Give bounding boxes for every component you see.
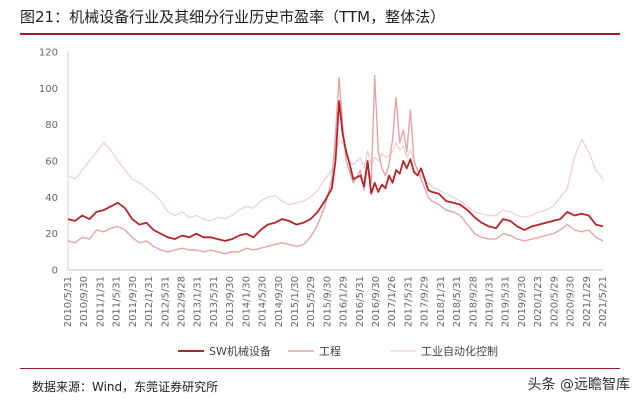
x-tick-label: 2016/1/29 <box>339 276 350 327</box>
x-tick-label: 2014/1/30 <box>241 276 252 327</box>
series-line-0 <box>67 100 604 242</box>
series-line-2 <box>67 138 604 222</box>
chart-legend: SW机械设备 工程 工业自动化控制 <box>178 344 498 358</box>
x-tick-label: 2017/9/29 <box>420 276 431 327</box>
y-tick-label: 40 <box>45 193 58 204</box>
series-line-1 <box>67 74 604 255</box>
x-tick-label: 2011/1/31 <box>95 276 106 327</box>
x-tick-label: 2013/1/31 <box>193 276 204 327</box>
y-tick-label: 120 <box>39 48 58 59</box>
x-tick-label: 2019/5/31 <box>501 276 512 327</box>
x-tick-label: 2018/1/31 <box>436 276 447 327</box>
y-tick-label: 100 <box>39 84 58 95</box>
x-tick-label: 2016/9/30 <box>371 276 382 327</box>
x-tick-label: 2014/9/30 <box>274 276 285 327</box>
x-tick-label: 2010/5/31 <box>63 276 74 327</box>
title-divider <box>20 33 620 35</box>
footer-divider <box>20 368 620 369</box>
legend-label: 工业自动化控制 <box>421 344 498 358</box>
watermark-text: 头条 @远瞻智库 <box>527 377 630 393</box>
x-tick-label: 2019/1/31 <box>485 276 496 327</box>
x-tick-label: 2020/9/30 <box>566 276 577 327</box>
x-tick-label: 2016/5/31 <box>355 276 366 327</box>
x-tick-label: 2019/9/30 <box>517 276 528 327</box>
x-tick-label: 2017/5/31 <box>403 276 414 327</box>
x-tick-label: 2013/5/31 <box>209 276 220 327</box>
axes-group: 0 20 40 60 80 100 120 2010/5/31 2010/9/30 2011/1/… <box>39 48 609 328</box>
series-group <box>67 74 604 255</box>
x-tick-label: 2013/9/30 <box>225 276 236 327</box>
y-tick-label: 60 <box>45 157 58 168</box>
pe-ratio-line-chart: 0 20 40 60 80 100 120 2010/5/31 2010/9/30 2011/1/… <box>39 48 609 359</box>
x-tick-label: 2021/1/29 <box>582 276 593 327</box>
data-source-note: 数据来源：Wind，东莞证券研究所 <box>32 380 219 394</box>
x-tick-label: 2018/9/28 <box>468 276 479 327</box>
y-tick-label: 80 <box>45 120 58 131</box>
x-tick-label: 2012/9/28 <box>176 276 187 327</box>
y-tick-label: 0 <box>52 266 58 277</box>
y-tick-label: 20 <box>45 229 58 240</box>
x-tick-label: 2010/9/30 <box>79 276 90 327</box>
x-tick-label: 2011/9/30 <box>128 276 139 327</box>
x-tick-label: 2015/1/30 <box>290 276 301 327</box>
x-tick-label: 2012/1/31 <box>144 276 155 327</box>
legend-label: 工程 <box>319 345 341 358</box>
x-tick-label: 2020/1/23 <box>533 276 544 327</box>
x-tick-label: 2012/5/31 <box>160 276 171 327</box>
x-tick-label: 2015/9/30 <box>322 276 333 327</box>
x-tick-label: 2018/5/31 <box>452 276 463 327</box>
x-tick-label: 2020/5/29 <box>549 276 560 327</box>
x-tick-label: 2011/5/31 <box>112 276 123 327</box>
x-tick-label: 2021/5/21 <box>598 276 609 327</box>
x-tick-label: 2015/5/29 <box>306 276 317 327</box>
x-tick-label: 2014/5/30 <box>258 276 269 327</box>
chart-title: 图21：机械设备行业及其细分行业历史市盈率（TTM，整体法） <box>20 8 446 26</box>
x-tick-label: 2017/1/26 <box>387 276 398 327</box>
legend-label: SW机械设备 <box>209 344 271 358</box>
